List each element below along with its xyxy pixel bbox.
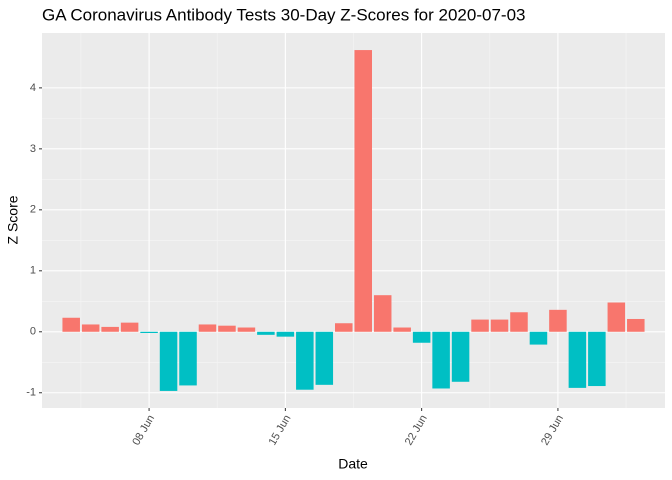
bar [568,331,587,388]
bar [393,327,411,332]
y-tick-label: 0 [30,326,36,338]
bar [296,331,314,390]
x-tick-label: 15 Jun [267,413,294,448]
bar [607,302,626,332]
bar [140,331,158,333]
bar [354,50,372,332]
bar [81,324,100,332]
bar [62,317,80,332]
y-tick-label: -1 [26,387,36,399]
y-tick-label: 3 [30,143,36,155]
bar [471,319,489,332]
bar [101,326,119,332]
bar [198,324,217,332]
bar [588,331,606,387]
bar [627,318,645,332]
bar [529,331,548,345]
x-tick-label: 22 Jun [403,413,430,448]
bar [490,319,509,332]
y-tick-label: 4 [30,82,36,94]
bar [549,309,567,332]
bar [257,331,275,335]
bar [510,312,528,332]
bar [451,331,470,382]
x-tick-label: 08 Jun [130,413,157,448]
bar [179,331,197,386]
bar [276,331,295,337]
y-tick-label: 2 [30,204,36,216]
bar [315,331,334,385]
bar [218,325,236,332]
bar [412,331,431,343]
chart-title: GA Coronavirus Antibody Tests 30-Day Z-S… [42,5,525,24]
y-axis-title: Z Score [5,195,21,244]
y-tick-label: 1 [30,265,36,277]
x-tick-label: 29 Jun [539,413,566,448]
bar [120,322,139,332]
bar [159,331,178,391]
x-axis-title: Date [338,456,368,472]
bar [237,327,256,332]
bar [432,331,450,389]
bar [335,323,353,332]
bar [373,295,392,332]
